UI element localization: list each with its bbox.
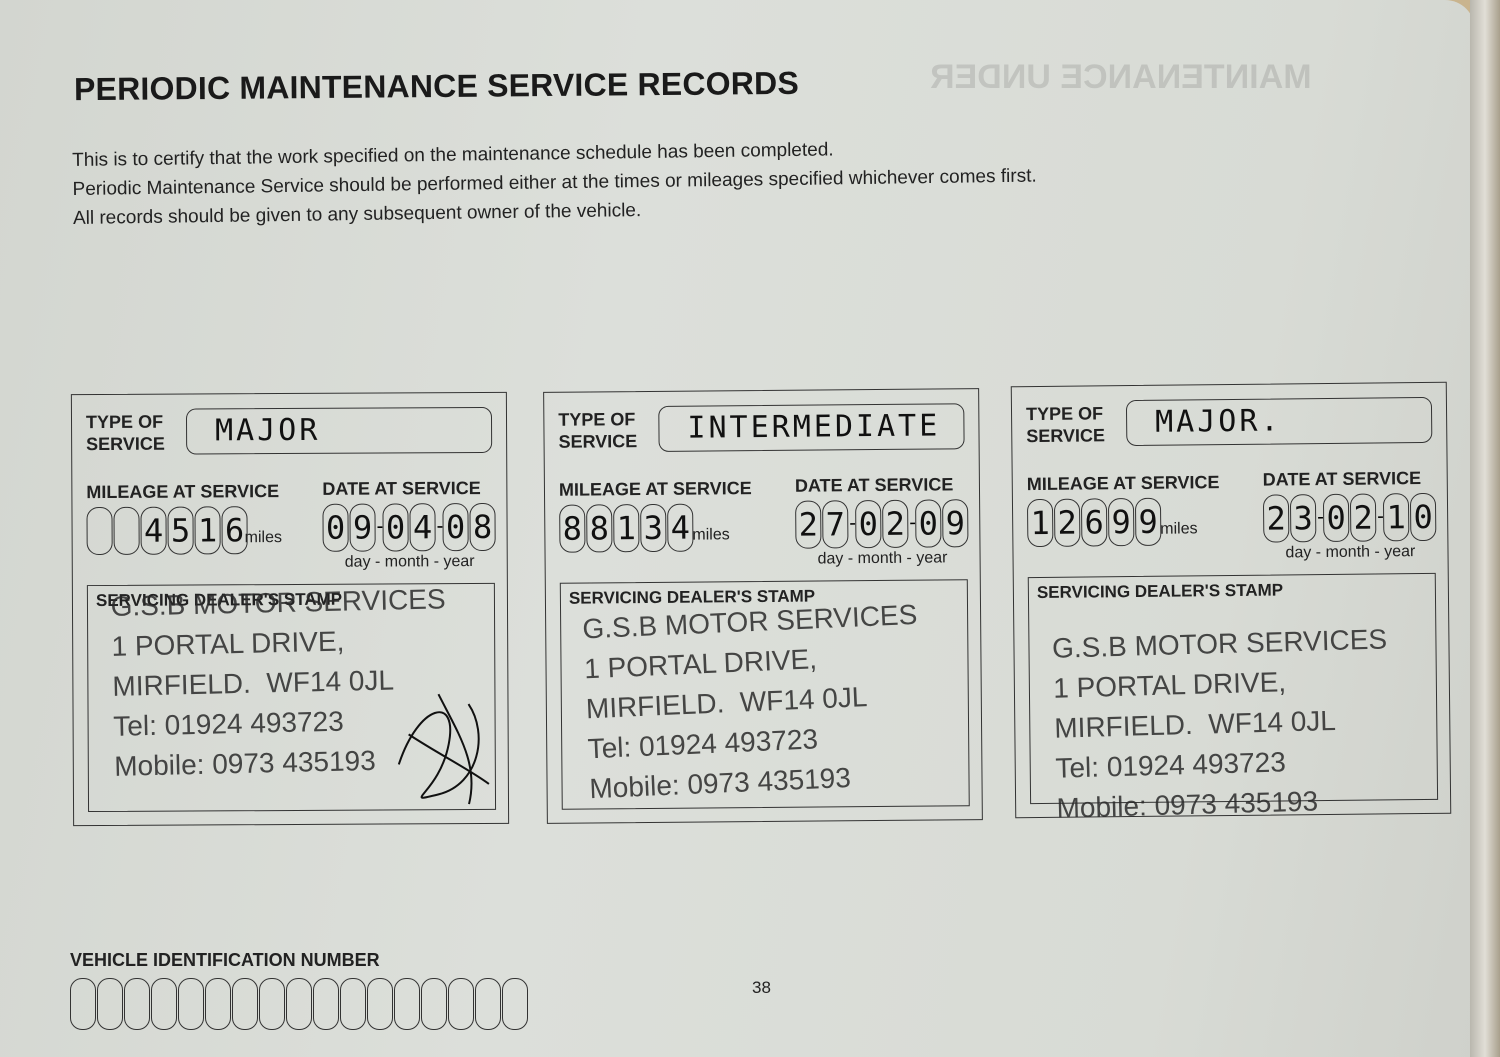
mileage-digit: 9 (1134, 497, 1162, 546)
mileage-label: MILEAGE AT SERVICE (1026, 472, 1220, 495)
vin-box (394, 978, 420, 1030)
type-of-service-label: TYPE OF SERVICE (1025, 403, 1106, 447)
mileage-digit: 9 (1107, 498, 1135, 547)
date-digit: 0 (1322, 493, 1350, 543)
service-type-value: MAJOR (214, 412, 321, 449)
mileage-digit: 1 (1026, 498, 1054, 548)
date-label: DATE AT SERVICE (794, 474, 954, 496)
show-through-text: MAINTENANCE UNDER (930, 58, 1312, 96)
miles-unit: miles (692, 526, 730, 544)
vin-box (70, 978, 96, 1030)
dealer-stamp: G.S.B MOTOR SERVICES 1 PORTAL DRIVE, MIRFI… (1052, 619, 1393, 828)
type-of-service-label: TYPE OF SERVICE (558, 409, 638, 452)
vin-box (313, 978, 339, 1030)
date-digit: 2 (882, 499, 909, 548)
vin-box (259, 978, 285, 1030)
vin-box (97, 978, 123, 1030)
date-format-hint: day - month - year (817, 549, 948, 568)
mileage-digit: 6 (1080, 498, 1108, 547)
date-digit: 1 (1382, 493, 1410, 542)
page-title: PERIODIC MAINTENANCE SERVICE RECORDS (73, 64, 800, 108)
date-digit: 0 (855, 499, 882, 549)
mileage-digit: 1 (194, 506, 221, 555)
vin-box (205, 978, 231, 1030)
signature (397, 693, 490, 805)
vin-boxes (70, 978, 529, 1030)
date-digit: 2 (1349, 493, 1377, 542)
date-digit: 0 (442, 503, 469, 552)
type-of-service-label: TYPE OF SERVICE (85, 411, 165, 455)
date-digit: 2 (795, 500, 822, 549)
date-format-hint: day - month - year (344, 553, 475, 571)
vin-box (502, 978, 528, 1030)
vin-box (232, 978, 258, 1030)
stamp-line: Mobile: 0973 435193 (1056, 785, 1319, 824)
date-digit: 8 (469, 502, 496, 552)
type-of-service-field: INTERMEDIATE (658, 403, 965, 452)
service-type-value: MAJOR. (1154, 403, 1282, 440)
mileage-digit: 3 (640, 503, 667, 553)
mileage-digit (113, 506, 140, 555)
miles-unit: miles (1160, 520, 1198, 538)
mileage-digit: 1 (613, 504, 640, 553)
date-digit: 0 (1409, 492, 1437, 542)
date-digit: 4 (409, 503, 436, 552)
dealer-stamp: G.S.B MOTOR SERVICES 1 PORTAL DRIVE, MIRFI… (582, 595, 925, 809)
stamp-line: G.S.B MOTOR SERVICES (110, 583, 446, 622)
mileage-label: MILEAGE AT SERVICE (86, 481, 280, 503)
page-number: 38 (752, 978, 771, 997)
mileage-digit: 4 (667, 503, 694, 552)
dealer-stamp-box: SERVICING DEALER'S STAMP G.S.B MOTOR SER… (1027, 572, 1439, 824)
date-digit: 0 (382, 503, 409, 552)
type-of-service-field: MAJOR (185, 406, 493, 455)
page-edge (1470, 0, 1500, 1057)
vin-box (178, 978, 204, 1030)
mileage-label: MILEAGE AT SERVICE (558, 478, 752, 500)
dealer-stamp-label: SERVICING DEALER'S STAMP (1036, 580, 1284, 603)
date-digit: 9 (942, 499, 969, 548)
vin-box (151, 978, 177, 1030)
date-digit: 9 (349, 503, 376, 552)
vin-box (124, 978, 150, 1030)
type-of-service-field: MAJOR. (1125, 396, 1433, 447)
mileage-digit (86, 506, 113, 556)
date-label: DATE AT SERVICE (1262, 468, 1422, 490)
service-record-card: TYPE OF SERVICE MAJOR MILEAGE AT SERVICE … (70, 391, 510, 827)
intro-text: This is to certify that the work specifi… (72, 133, 1037, 233)
date-digit: 7 (822, 500, 849, 549)
mileage-digit: 8 (559, 504, 586, 553)
vin-box (421, 978, 447, 1030)
vin-box (367, 978, 393, 1030)
date-digit: 0 (322, 503, 349, 552)
date-label: DATE AT SERVICE (322, 477, 481, 499)
mileage-digit: 8 (586, 504, 613, 553)
miles-unit: miles (244, 529, 283, 547)
date-format-hint: day - month - year (1285, 543, 1416, 562)
vin-box (286, 978, 312, 1030)
dealer-stamp-box: SERVICING DEALER'S STAMP G.S.B MOTOR SER… (86, 582, 497, 813)
vin-box (475, 978, 501, 1030)
mileage-digit: 2 (1053, 498, 1081, 547)
date-digit: 0 (915, 499, 942, 548)
date-digit: 2 (1262, 494, 1290, 543)
mileage-digit: 4 (140, 506, 167, 555)
service-record-card: TYPE OF SERVICE MAJOR. MILEAGE AT SERVICE… (1010, 381, 1452, 824)
vin-label: VEHICLE IDENTIFICATION NUMBER (70, 950, 380, 970)
dealer-stamp-box: SERVICING DEALER'S STAMP G.S.B MOTOR SER… (559, 579, 970, 810)
service-type-value: INTERMEDIATE (687, 408, 941, 446)
vin-box (340, 978, 366, 1030)
mileage-digit: 5 (167, 506, 194, 555)
service-record-card: TYPE OF SERVICE INTERMEDIATE MILEAGE AT S… (543, 388, 983, 824)
vin-box (448, 978, 474, 1030)
date-digit: 3 (1289, 494, 1317, 543)
